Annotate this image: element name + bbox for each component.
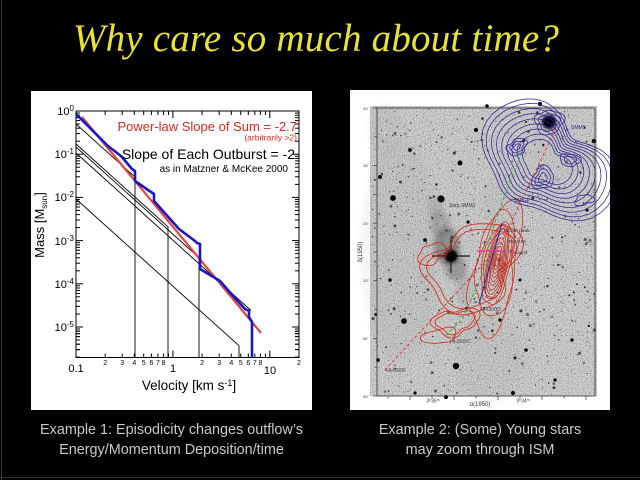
svg-text:5: 5 <box>239 360 243 367</box>
svg-text:SM/GF: SM/GF <box>514 198 530 204</box>
svg-text:3: 3 <box>217 360 221 367</box>
svg-text:HH300F: HH300F <box>386 368 407 374</box>
svg-text:20': 20' <box>363 221 368 226</box>
svg-text:2: 2 <box>200 360 204 367</box>
svg-text:Power-law Slope of Sum = -2.7: Power-law Slope of Sum = -2.7 <box>117 119 297 134</box>
svg-text:Velocity [km s-1]: Velocity [km s-1] <box>142 378 236 393</box>
svg-text:10': 10' <box>363 278 368 283</box>
svg-text:1: 1 <box>170 363 176 375</box>
svg-text:8: 8 <box>258 360 262 367</box>
svg-text:α(1950): α(1950) <box>470 402 491 408</box>
svg-text:Slope of Each Outburst = -2: Slope of Each Outburst = -2 <box>122 146 295 162</box>
svg-text:2: 2 <box>103 360 107 367</box>
svg-text:7: 7 <box>253 360 257 367</box>
svg-text:8: 8 <box>162 360 166 367</box>
svg-text:10-2: 10-2 <box>55 190 75 204</box>
svg-text:10-5: 10-5 <box>55 320 75 334</box>
svg-text:50': 50' <box>363 394 368 399</box>
svg-text:δ(1950): δ(1950) <box>358 242 364 263</box>
svg-text:0.1: 0.1 <box>68 363 83 375</box>
svg-text:150μm peak: 150μm peak <box>503 228 530 234</box>
svg-text:4: 4 <box>229 360 233 367</box>
svg-text:26°: 26° <box>362 336 368 341</box>
svg-text:HH300C: HH300C <box>450 339 471 345</box>
svg-text:Mass [Msun]: Mass [Msun] <box>32 192 49 258</box>
svg-text:HH300D: HH300D <box>480 307 501 313</box>
svg-text:10-4: 10-4 <box>55 277 75 291</box>
svg-text:40': 40' <box>363 106 368 111</box>
svg-text:Serp SMM1: Serp SMM1 <box>449 203 476 209</box>
svg-text:B6: B6 <box>538 165 544 171</box>
svg-text:V. Caprel: V. Caprel <box>509 250 527 255</box>
svg-text:10-3: 10-3 <box>55 234 75 248</box>
svg-text:100: 100 <box>57 104 74 118</box>
svg-text:3: 3 <box>120 360 124 367</box>
svg-text:7: 7 <box>156 360 160 367</box>
svg-text:(arbitrarily >2): (arbitrarily >2) <box>244 133 297 143</box>
svg-text:as in Matzner & McKee 2000: as in Matzner & McKee 2000 <box>160 164 289 175</box>
svg-text:6: 6 <box>246 360 250 367</box>
svg-text:5: 5 <box>142 360 146 367</box>
svg-text:IRAS 09: IRAS 09 <box>509 239 526 244</box>
svg-text:3h34m: 3h34m <box>516 398 529 405</box>
svg-text:4: 4 <box>132 360 136 367</box>
svg-text:SMM9: SMM9 <box>571 125 586 131</box>
svg-text:10-1: 10-1 <box>55 147 75 161</box>
svg-text:30': 30' <box>363 163 368 168</box>
svg-text:2: 2 <box>297 360 301 367</box>
svg-text:3h36m: 3h36m <box>426 398 439 405</box>
svg-text:10: 10 <box>264 365 276 377</box>
svg-text:6: 6 <box>149 360 153 367</box>
